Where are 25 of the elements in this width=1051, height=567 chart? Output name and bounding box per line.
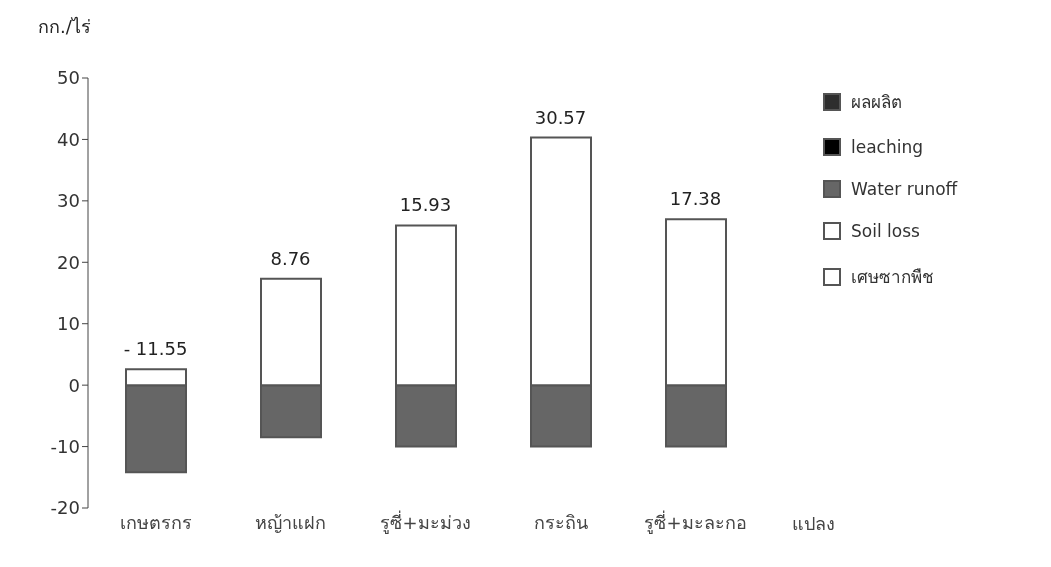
y-tick-label: 10: [57, 313, 80, 335]
y-tick-label: -20: [50, 497, 80, 519]
y-tick-label: -10: [50, 435, 80, 457]
annotation: 17.38: [669, 188, 722, 210]
x-tick-label: กระถิน: [533, 511, 588, 533]
annotation: 30.57: [534, 106, 587, 128]
legend-label: Water runoff: [851, 179, 958, 199]
y-tick-label: 20: [57, 251, 80, 273]
x-tick-label: เกษตรกร: [119, 511, 192, 533]
y-tick-label: 0: [68, 374, 80, 396]
annotation: - 11.55: [123, 338, 188, 360]
legend-label: เศษซากพืช: [851, 266, 934, 289]
legend-label: Soil loss: [851, 221, 920, 241]
y-tick-label: 30: [57, 190, 80, 212]
x-tick-label: หญ้าแฝก: [255, 511, 326, 533]
annotation: 15.93: [399, 194, 452, 216]
legend-label: ผลผลิต: [851, 91, 902, 114]
x-tick-label: รูซี่+มะม่วง: [380, 509, 471, 534]
annotation: 8.76: [270, 247, 311, 269]
y-axis-title: กก./ไร่: [38, 16, 91, 37]
x-tick-label: รูซี่+มะละกอ: [644, 509, 747, 534]
legend-label: leaching: [851, 137, 924, 157]
y-tick-label: 50: [57, 67, 80, 89]
y-tick-label: 40: [57, 128, 80, 150]
x-axis-title: แปลง: [791, 513, 835, 534]
